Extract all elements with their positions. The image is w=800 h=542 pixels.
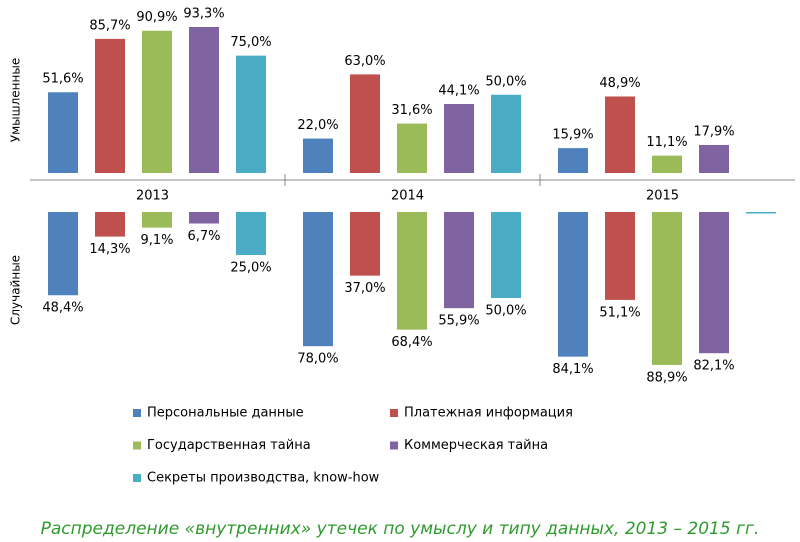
data-label: 37,0% [344, 281, 385, 296]
data-label: 15,9% [552, 128, 593, 143]
y-label: Умышленные [9, 58, 23, 142]
data-label: 63,0% [344, 54, 385, 69]
caption: Распределение «внутренних» утечек по умы… [41, 519, 760, 539]
data-label: 68,4% [391, 335, 432, 350]
legend-swatch [133, 409, 141, 417]
bar [303, 138, 333, 173]
bar [491, 94, 521, 173]
bar [605, 96, 635, 173]
bar [95, 212, 125, 237]
data-label: 22,0% [297, 118, 338, 133]
bar [605, 212, 635, 300]
bar [397, 212, 427, 330]
data-label: 50,0% [485, 74, 526, 89]
x-tick-label: 2014 [391, 189, 424, 204]
bar [444, 212, 474, 309]
data-label: 55,9% [438, 314, 479, 329]
bar [444, 103, 474, 173]
data-label: 14,3% [89, 242, 130, 257]
bar [746, 212, 776, 214]
data-label: 6,7% [187, 229, 220, 244]
legend-label: Коммерческая тайна [404, 438, 548, 453]
bar [350, 212, 380, 276]
data-label: 85,7% [89, 18, 130, 33]
bar [397, 123, 427, 173]
data-label: 90,9% [136, 10, 177, 25]
bar [699, 144, 729, 173]
data-label: 82,1% [693, 359, 734, 374]
legend-swatch [390, 441, 398, 450]
bar [142, 30, 172, 173]
x-tick-label: 2015 [646, 189, 679, 204]
legend-swatch [390, 409, 398, 417]
bar [699, 212, 729, 354]
bar [95, 38, 125, 173]
bar [189, 26, 219, 173]
legend-label: Государственная тайна [147, 438, 311, 453]
data-label: 78,0% [297, 352, 338, 367]
legend-label: Секреты производства, know-how [147, 471, 380, 486]
x-tick-label: 2013 [136, 189, 169, 204]
bar [491, 212, 521, 298]
data-label: 25,0% [230, 261, 271, 276]
bar [236, 212, 266, 255]
legend-label: Платежная информация [404, 406, 573, 421]
y-label: Случайные [9, 255, 23, 325]
data-label: 51,6% [42, 72, 83, 87]
bar [236, 55, 266, 173]
data-label: 51,1% [599, 305, 640, 320]
bar [350, 74, 380, 173]
data-label: 84,1% [552, 362, 593, 377]
data-label: 17,9% [693, 124, 734, 139]
bar [48, 212, 78, 296]
bar [558, 212, 588, 357]
bar [558, 148, 588, 173]
data-label: 75,0% [230, 35, 271, 50]
legend-label: Персональные данные [147, 406, 304, 421]
data-label: 44,1% [438, 83, 479, 98]
bar [142, 212, 172, 228]
bar [48, 92, 78, 173]
data-label: 48,9% [599, 76, 640, 91]
data-label: 93,3% [183, 6, 224, 21]
bar [652, 212, 682, 365]
data-label: 48,4% [42, 301, 83, 316]
data-label: 9,1% [140, 233, 173, 248]
legend-swatch [133, 441, 141, 450]
data-label: 31,6% [391, 103, 432, 118]
legend-swatch [133, 474, 141, 482]
bar [652, 155, 682, 173]
data-label: 50,0% [485, 304, 526, 319]
data-label: 11,1% [646, 135, 687, 150]
bar [189, 212, 219, 224]
data-label: 88,9% [646, 370, 687, 385]
bar [303, 212, 333, 347]
